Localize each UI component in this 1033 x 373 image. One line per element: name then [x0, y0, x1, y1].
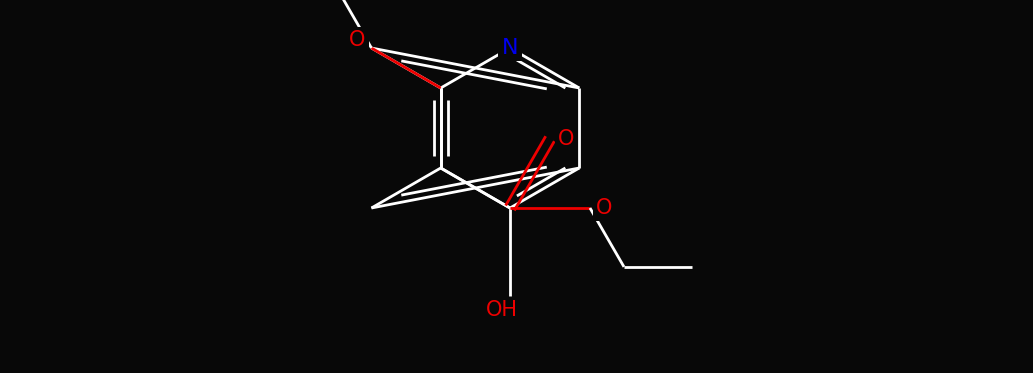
Text: N: N — [502, 38, 519, 58]
Text: OH: OH — [486, 300, 518, 320]
Text: O: O — [349, 30, 366, 50]
Text: O: O — [558, 129, 574, 149]
Text: O: O — [596, 198, 613, 218]
